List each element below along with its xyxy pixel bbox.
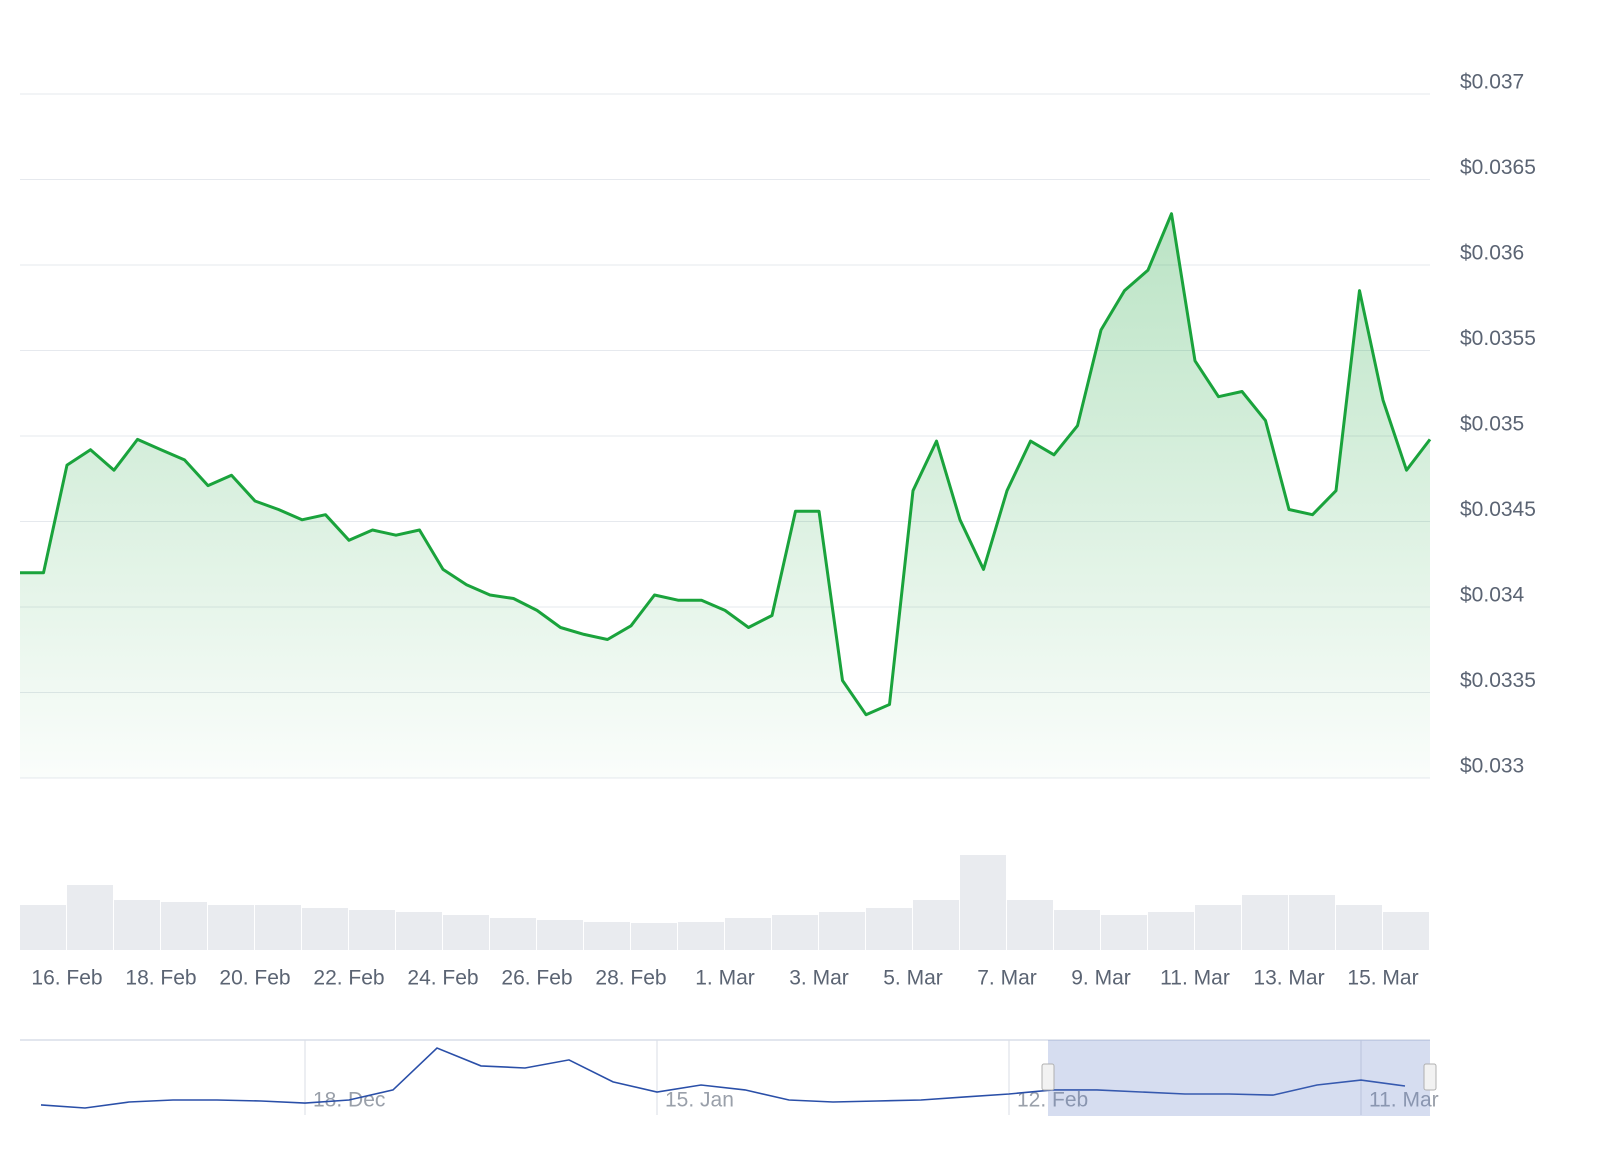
x-tick-label: 18. Feb	[125, 967, 196, 990]
volume-bar	[255, 905, 301, 950]
y-tick-label: $0.0345	[1460, 498, 1536, 521]
volume-bar	[537, 920, 583, 950]
volume-bar	[1148, 912, 1194, 950]
volume-bar	[302, 908, 348, 950]
volume-bar	[114, 900, 160, 950]
volume-bar	[1101, 915, 1147, 950]
volume-bar	[913, 900, 959, 950]
x-tick-label: 22. Feb	[313, 967, 384, 990]
y-tick-label: $0.0355	[1460, 327, 1536, 350]
navigator-handle[interactable]	[1423, 1063, 1437, 1091]
navigator-frame	[20, 1040, 1430, 1116]
navigator-handle[interactable]	[1041, 1063, 1055, 1091]
y-tick-label: $0.0365	[1460, 156, 1536, 179]
x-tick-label: 24. Feb	[407, 967, 478, 990]
x-tick-label: 5. Mar	[883, 967, 943, 990]
volume-bar	[20, 905, 66, 950]
volume-bar	[772, 915, 818, 950]
price-line	[20, 212, 1432, 717]
y-tick-label: $0.034	[1460, 584, 1525, 607]
x-tick-label: 20. Feb	[219, 967, 290, 990]
volume-bar	[631, 923, 677, 950]
y-tick-label: $0.036	[1460, 242, 1524, 265]
volume-bar	[396, 912, 442, 950]
y-tick-label: $0.035	[1460, 413, 1524, 436]
volume-bar	[67, 885, 113, 950]
navigator-selection[interactable]	[1048, 1040, 1430, 1116]
volume-bar	[1007, 900, 1053, 950]
volume-bar	[349, 910, 395, 950]
volume-bar	[208, 905, 254, 950]
x-tick-label: 9. Mar	[1071, 967, 1131, 990]
x-tick-label: 28. Feb	[595, 967, 666, 990]
x-tick-label: 3. Mar	[789, 967, 849, 990]
navigator-label: 11. Mar	[1369, 1089, 1439, 1112]
volume-bar	[161, 902, 207, 950]
volume-bar	[866, 908, 912, 950]
volume-bar	[1054, 910, 1100, 950]
x-tick-label: 15. Mar	[1347, 967, 1418, 990]
volume-bar	[1336, 905, 1382, 950]
x-tick-label: 7. Mar	[977, 967, 1037, 990]
navigator-line	[40, 1047, 1406, 1109]
volume-bar	[1195, 905, 1241, 950]
volume-bar	[819, 912, 865, 950]
navigator-label: 12. Feb	[1017, 1089, 1088, 1112]
volume-bar	[1383, 912, 1429, 950]
navigator-label: 15. Jan	[665, 1089, 734, 1112]
x-tick-label: 11. Mar	[1160, 967, 1230, 990]
x-tick-label: 1. Mar	[695, 967, 755, 990]
volume-bar	[490, 918, 536, 950]
volume-bar	[584, 922, 630, 950]
area	[20, 213, 1430, 778]
y-tick-label: $0.037	[1460, 71, 1524, 94]
y-tick-label: $0.0335	[1460, 669, 1536, 692]
volume-bar	[725, 918, 771, 950]
volume-bar	[678, 922, 724, 950]
x-tick-label: 16. Feb	[31, 967, 102, 990]
x-tick-label: 26. Feb	[501, 967, 572, 990]
volume-bar	[443, 915, 489, 950]
y-tick-label: $0.033	[1460, 755, 1524, 778]
volume-bar	[1289, 895, 1335, 950]
x-tick-label: 13. Mar	[1253, 967, 1324, 990]
volume-bar	[1242, 895, 1288, 950]
volume-bar	[960, 855, 1006, 950]
